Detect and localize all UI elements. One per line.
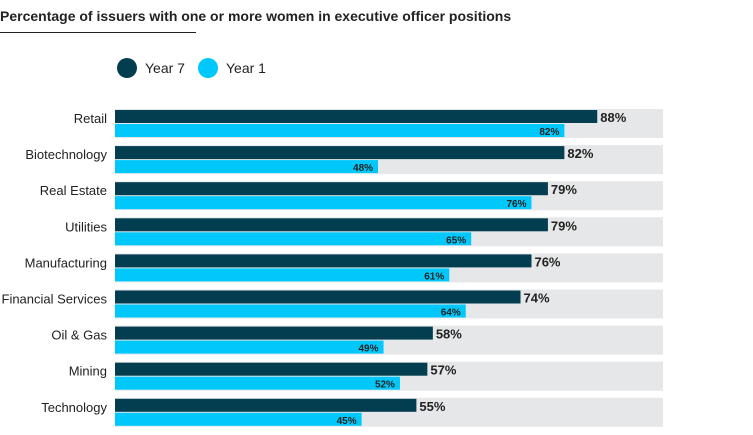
data-label-year-1: 64%: [441, 308, 461, 319]
data-label-year-7: 79%: [551, 218, 577, 233]
data-label-year-7: 76%: [534, 254, 560, 269]
bar-year-7: [115, 254, 532, 268]
bar-year-7: [115, 218, 548, 232]
legend-label: Year 7: [145, 60, 185, 76]
category-label: Oil & Gas: [51, 328, 107, 343]
data-label-year-7: 79%: [551, 182, 577, 197]
bar-year-7: [115, 362, 428, 376]
data-label-year-7: 55%: [419, 399, 445, 414]
category-label: Manufacturing: [25, 255, 107, 270]
chart-title: Percentage of issuers with one or more w…: [0, 8, 512, 24]
data-label-year-1: 82%: [539, 127, 559, 138]
category-label: Mining: [69, 364, 107, 379]
bar-year-1: [115, 304, 466, 318]
bar-year-7: [115, 398, 417, 412]
bar-year-1: [115, 124, 565, 137]
data-label-year-1: 61%: [424, 271, 444, 282]
data-label-year-1: 49%: [359, 344, 379, 355]
bar-year-1: [115, 412, 362, 426]
data-label-year-7: 57%: [430, 363, 456, 378]
bar-year-1: [115, 376, 400, 390]
bar-year-1: [115, 160, 379, 174]
bar-year-1: [115, 232, 472, 246]
category-label: Utilities: [65, 219, 107, 234]
category-label: Technology: [41, 400, 107, 415]
bar-year-7: [115, 146, 565, 160]
data-label-year-1: 65%: [446, 235, 466, 246]
data-label-year-1: 76%: [506, 199, 526, 210]
category-label: Retail: [74, 111, 107, 126]
bar-year-1: [115, 268, 450, 282]
data-label-year-7: 58%: [436, 327, 462, 342]
bar-year-7: [115, 110, 598, 123]
data-label-year-1: 48%: [353, 163, 373, 174]
legend-swatch-year-1: [198, 58, 218, 78]
data-label-year-1: 52%: [375, 380, 395, 391]
title-underline: [0, 32, 196, 33]
data-label-year-1: 45%: [337, 416, 357, 427]
bar-year-7: [115, 182, 548, 196]
category-label: Real Estate: [40, 183, 107, 198]
category-label: Biotechnology: [25, 147, 107, 162]
legend-item-year-1: Year 1: [198, 58, 266, 78]
bar-year-7: [115, 326, 433, 340]
data-label-year-7: 82%: [567, 146, 593, 161]
bar-year-7: [115, 290, 521, 304]
legend-item-year-7: Year 7: [117, 58, 185, 78]
category-label: Financial Services: [2, 292, 108, 307]
bar-year-1: [115, 196, 532, 210]
data-label-year-7: 74%: [524, 291, 550, 306]
legend-label: Year 1: [226, 60, 266, 76]
data-label-year-7: 88%: [600, 110, 626, 125]
bar-year-1: [115, 340, 384, 354]
legend-swatch-year-7: [117, 58, 137, 78]
